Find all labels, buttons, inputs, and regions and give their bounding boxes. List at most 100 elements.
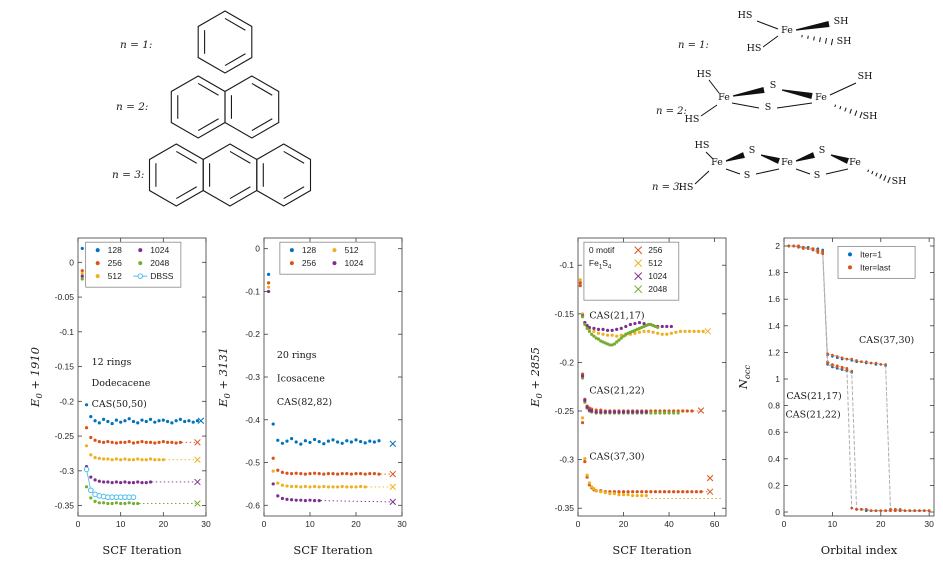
atom-label-SH: SH xyxy=(863,111,878,122)
atom-label-Fe: Fe xyxy=(849,157,861,168)
svg-text:256: 256 xyxy=(302,258,316,268)
series-128 xyxy=(267,272,381,446)
atom-label-Fe: Fe xyxy=(781,25,793,36)
series-cas2122-iter1 xyxy=(787,244,931,512)
svg-text:-0.1: -0.1 xyxy=(559,260,574,270)
x-axis-label: SCF Iteration xyxy=(102,543,182,557)
svg-text:-0.35: -0.35 xyxy=(55,501,75,511)
svg-text:1024: 1024 xyxy=(344,258,363,268)
annotations: 20 rings Icosacene CAS(82,82) xyxy=(277,350,332,408)
svg-text:0: 0 xyxy=(69,257,74,267)
series-2048 xyxy=(80,277,140,506)
svg-text:0: 0 xyxy=(255,244,260,254)
svg-text:-0.25: -0.25 xyxy=(55,431,75,441)
svg-text:1.2: 1.2 xyxy=(768,347,780,357)
annotations: CAS(21,17) CAS(21,22) CAS(37,30) xyxy=(589,311,644,463)
svg-text:-0.05: -0.05 xyxy=(55,292,75,302)
atom-label-S: S xyxy=(749,145,756,156)
cluster-label: n = 2: xyxy=(656,106,687,117)
series-256-final xyxy=(389,470,397,478)
acene-label: n = 2: xyxy=(116,101,148,113)
atom-label-S: S xyxy=(819,145,826,156)
atom-label-Fe: Fe xyxy=(815,92,827,103)
svg-text:512: 512 xyxy=(108,271,122,281)
svg-text:20 rings: 20 rings xyxy=(277,350,317,361)
atom-label-HS: HS xyxy=(738,10,753,21)
svg-text:Fe1​S4​: Fe1​S4​ xyxy=(589,258,612,270)
svg-text:0 motif: 0 motif xyxy=(589,245,615,255)
series-cas3730-iterlast xyxy=(787,244,931,512)
tick-labels: 0 10 20 30 0 -0.1 -0.2 -0.3 -0.4 -0.5 -0.6 xyxy=(245,244,407,529)
svg-text:30: 30 xyxy=(201,519,211,529)
series-128-final xyxy=(389,440,397,447)
atom-label-S: S xyxy=(744,170,751,181)
svg-text:-0.15: -0.15 xyxy=(55,362,75,372)
x-axis-label: SCF Iteration xyxy=(293,543,373,557)
svg-text:0: 0 xyxy=(576,519,581,529)
svg-text:-0.1: -0.1 xyxy=(59,327,74,337)
svg-text:Dodecacene: Dodecacene xyxy=(92,378,151,389)
y-axis-label: E0​ + 3131 xyxy=(216,347,232,408)
svg-text:DBSS: DBSS xyxy=(150,271,173,281)
svg-text:CAS(37,30): CAS(37,30) xyxy=(589,452,644,463)
atom-label-SH: SH xyxy=(837,36,852,47)
chart-occupations: 0 10 20 30 0 0.2 0.4 0.6 0.8 1 1.2 1.4 1.6 1.8 2 Orbita… xyxy=(736,237,935,557)
svg-text:0.8: 0.8 xyxy=(768,401,780,411)
svg-text:2048: 2048 xyxy=(150,258,169,268)
acene-label: n = 1: xyxy=(120,39,152,51)
series-256-final xyxy=(194,439,201,446)
fes-cluster-n1: n = 1: HS Fe SH SH HS xyxy=(678,10,851,54)
series-512-final xyxy=(389,483,397,491)
svg-text:20: 20 xyxy=(619,519,629,529)
series-2048-final xyxy=(194,500,201,507)
cluster-label: n = 1: xyxy=(678,40,709,51)
svg-text:128: 128 xyxy=(108,245,122,255)
series-1024-top xyxy=(580,314,673,332)
svg-text:CAS(21,17): CAS(21,17) xyxy=(786,391,841,402)
series-256 xyxy=(267,281,381,476)
svg-text:Icosacene: Icosacene xyxy=(277,373,325,384)
y-axis-label: E0​ + 2855 xyxy=(528,347,544,408)
tick-labels: 0 10 20 30 0 0.2 0.4 0.6 0.8 1 1.2 1.4 1.6 1.8 2 xyxy=(768,241,934,529)
acene-structure-n1: n = 1: xyxy=(120,10,253,74)
axes xyxy=(77,237,207,517)
svg-text:-0.25: -0.25 xyxy=(555,406,575,416)
svg-text:0: 0 xyxy=(262,519,267,529)
svg-text:10: 10 xyxy=(828,519,838,529)
series-512-top-final xyxy=(704,328,712,335)
x-axis-label: Orbital index xyxy=(821,543,898,557)
svg-text:1.8: 1.8 xyxy=(768,268,780,278)
svg-text:512: 512 xyxy=(648,258,662,268)
svg-text:512: 512 xyxy=(344,245,358,255)
svg-text:-0.4: -0.4 xyxy=(245,415,260,425)
series-DBSS xyxy=(83,466,137,501)
series-1024-final xyxy=(194,478,201,486)
series-256-mid-final xyxy=(697,407,705,414)
series-cas2122-iterlast xyxy=(787,244,931,512)
y-axis-label: Nocc​ xyxy=(736,364,752,390)
annotations: CAS(37,30) CAS(21,17) CAS(21,22) xyxy=(785,335,914,420)
svg-text:256: 256 xyxy=(108,258,122,268)
svg-text:1.6: 1.6 xyxy=(768,294,780,304)
axes xyxy=(783,237,935,517)
atom-label-HS: HS xyxy=(679,182,694,193)
svg-text:10: 10 xyxy=(116,519,126,529)
svg-text:12 rings: 12 rings xyxy=(92,357,132,368)
series-256 xyxy=(80,269,182,445)
series-cas3730-iter1 xyxy=(787,244,931,512)
svg-text:1: 1 xyxy=(775,374,780,384)
legend: 128 256 512 1024 xyxy=(279,241,376,275)
svg-text:CAS(50,50): CAS(50,50) xyxy=(92,399,147,410)
svg-text:-0.5: -0.5 xyxy=(245,458,260,468)
svg-text:2: 2 xyxy=(775,241,780,251)
svg-text:Iter=1: Iter=1 xyxy=(860,249,882,259)
svg-text:-0.2: -0.2 xyxy=(245,329,260,339)
series-cas2117-iter1 xyxy=(787,244,931,512)
svg-text:0: 0 xyxy=(782,519,787,529)
svg-text:0.6: 0.6 xyxy=(768,427,780,437)
series-128-final xyxy=(197,417,205,425)
atom-label-SH: SH xyxy=(858,71,873,82)
svg-text:-0.3: -0.3 xyxy=(59,466,74,476)
svg-text:128: 128 xyxy=(302,245,316,255)
